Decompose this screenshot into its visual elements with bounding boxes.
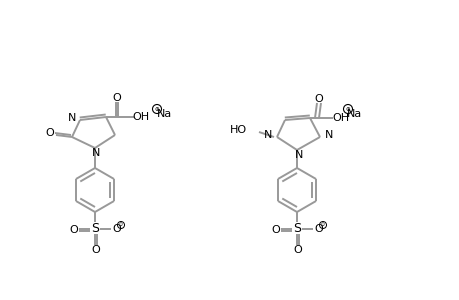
Text: OH: OH xyxy=(332,113,349,123)
Text: N: N xyxy=(67,113,76,123)
Text: HO: HO xyxy=(230,125,246,135)
Text: S: S xyxy=(91,223,99,236)
Text: O: O xyxy=(314,224,323,234)
Text: N: N xyxy=(325,130,333,140)
Text: O: O xyxy=(91,245,100,255)
Text: ⊙: ⊙ xyxy=(119,223,123,227)
Text: Na: Na xyxy=(347,109,362,119)
Text: O: O xyxy=(314,94,323,104)
Text: ⊙: ⊙ xyxy=(320,223,325,227)
Text: O: O xyxy=(293,245,302,255)
Text: N: N xyxy=(263,130,271,140)
Text: O: O xyxy=(112,93,121,103)
Text: Na: Na xyxy=(157,109,172,119)
Text: O: O xyxy=(112,224,121,234)
Text: ⊕: ⊕ xyxy=(154,106,159,112)
Text: O: O xyxy=(271,225,280,235)
Text: N: N xyxy=(294,150,302,160)
Text: O: O xyxy=(69,225,78,235)
Text: S: S xyxy=(292,223,300,236)
Text: N: N xyxy=(92,148,100,158)
Text: OH: OH xyxy=(132,112,149,122)
Text: ⊕: ⊕ xyxy=(345,106,350,112)
Text: O: O xyxy=(45,128,54,138)
